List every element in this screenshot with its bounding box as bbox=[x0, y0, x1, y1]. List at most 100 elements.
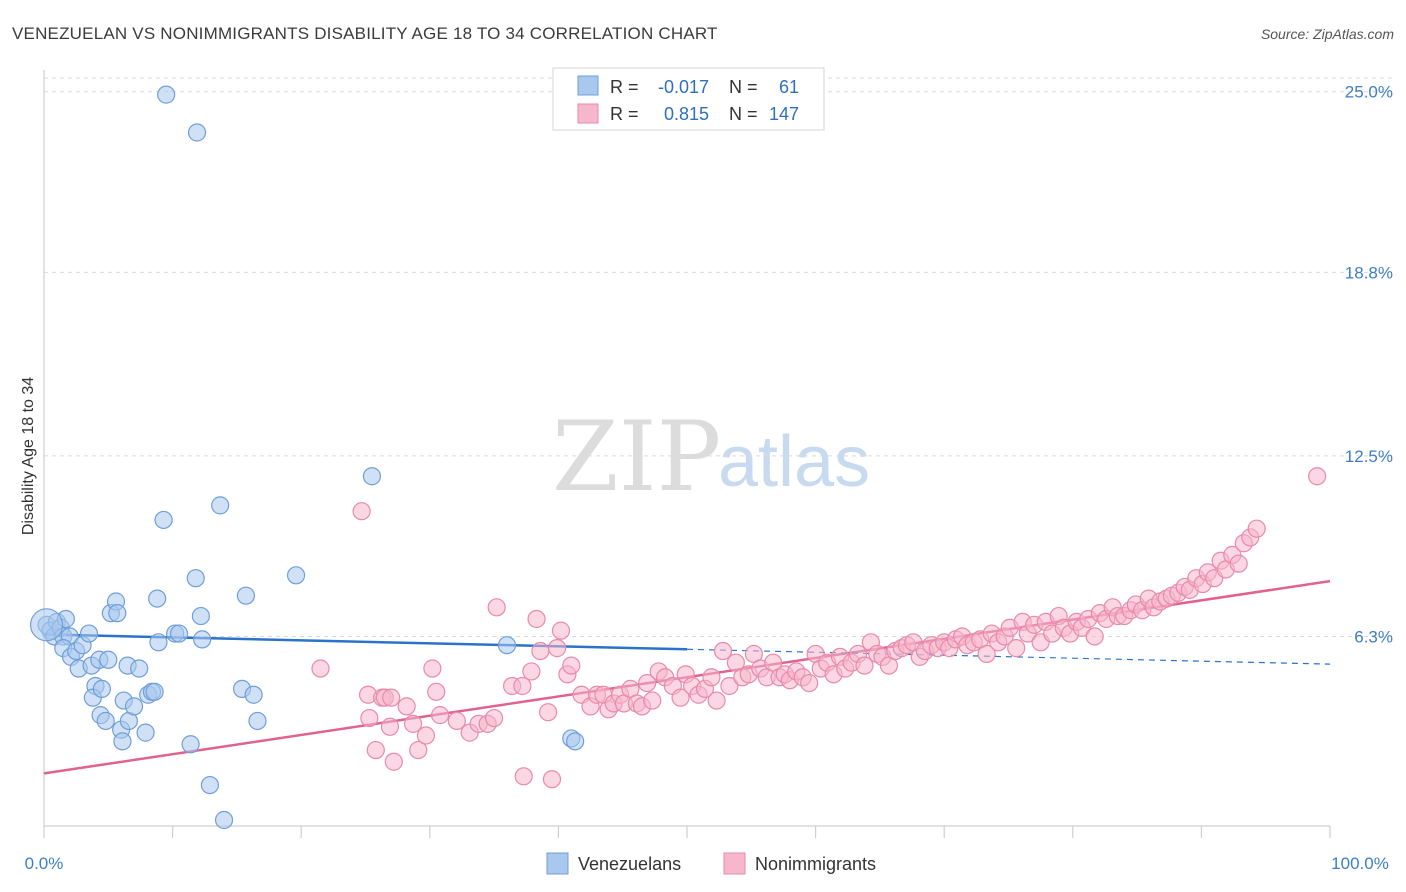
nonimmigrants-point bbox=[638, 673, 657, 693]
nonimmigrants-point bbox=[720, 676, 739, 696]
y-tick-label: 12.5% bbox=[1345, 447, 1393, 466]
venezuelans-point bbox=[497, 636, 517, 655]
nonimmigrants-point bbox=[403, 714, 423, 733]
nonimmigrants-point bbox=[430, 706, 450, 725]
y-axis-label: Disability Age 18 to 34 bbox=[20, 377, 37, 535]
series-legend: Venezuelans Nonimmigrants bbox=[546, 852, 876, 875]
nonimmigrants-point bbox=[1229, 554, 1248, 573]
venezuelans-point bbox=[124, 697, 144, 716]
venezuelans-trend-extension bbox=[686, 648, 1331, 665]
nonimmigrants-point bbox=[311, 659, 330, 678]
venezuelans-point bbox=[96, 711, 115, 731]
y-tick-label: 6.3% bbox=[1354, 627, 1393, 646]
series-legend-swatch-venezuelans bbox=[546, 852, 569, 875]
nonimmigrants-point bbox=[548, 639, 567, 658]
correlation-legend: R = -0.017 N = 61 R = 0.815 N = 147 bbox=[552, 67, 825, 131]
venezuelans-point bbox=[244, 685, 263, 704]
legend-n-label-1: N = bbox=[729, 77, 758, 97]
venezuelans-point bbox=[145, 682, 164, 701]
nonimmigrants-point bbox=[514, 767, 533, 786]
venezuelans-point bbox=[191, 606, 210, 626]
venezuelans-point bbox=[248, 711, 267, 731]
legend-r-value-1: -0.017 bbox=[658, 77, 709, 97]
venezuelans-point bbox=[29, 608, 64, 642]
venezuelans-point bbox=[362, 467, 382, 486]
venezuelans-point bbox=[149, 633, 168, 652]
x-tick-label-min: 0.0% bbox=[25, 854, 64, 873]
watermark: ZIP atlas bbox=[552, 401, 870, 513]
nonimmigrants-point bbox=[380, 717, 400, 736]
venezuelans-point bbox=[200, 775, 219, 795]
venezuelans-point bbox=[92, 679, 111, 699]
nonimmigrants-point bbox=[977, 644, 996, 664]
nonimmigrants-points bbox=[311, 467, 1327, 789]
nonimmigrants-point bbox=[487, 598, 506, 617]
nonimmigrants-point bbox=[360, 708, 379, 728]
nonimmigrants-point bbox=[855, 656, 874, 675]
nonimmigrants-point bbox=[562, 656, 581, 675]
nonimmigrants-point bbox=[427, 682, 446, 701]
venezuelans-points bbox=[29, 85, 585, 830]
nonimmigrants-point bbox=[713, 641, 733, 661]
series-legend-swatch-nonimmigrants bbox=[723, 852, 746, 875]
venezuelans-point bbox=[286, 566, 306, 585]
legend-r-label-1: R = bbox=[610, 77, 639, 97]
nonimmigrants-point bbox=[352, 502, 371, 521]
venezuelans-point bbox=[130, 659, 149, 678]
x-tick-label-max: 100.0% bbox=[1331, 854, 1389, 873]
nonimmigrants-point bbox=[531, 641, 550, 661]
venezuelans-point bbox=[193, 630, 212, 649]
venezuelans-point bbox=[113, 732, 132, 751]
nonimmigrants-point bbox=[513, 676, 532, 696]
nonimmigrants-point bbox=[539, 703, 558, 722]
nonimmigrants-point bbox=[671, 688, 690, 707]
legend-n-value-2: 147 bbox=[769, 104, 799, 124]
nonimmigrants-point bbox=[1007, 639, 1026, 658]
venezuelans-point bbox=[236, 586, 256, 605]
venezuelans-point bbox=[99, 650, 118, 669]
venezuelans-point bbox=[169, 624, 189, 643]
watermark-atlas: atlas bbox=[718, 422, 870, 502]
legend-swatch-venezuelans bbox=[577, 75, 599, 96]
nonimmigrants-point bbox=[702, 668, 721, 687]
nonimmigrants-point bbox=[1085, 627, 1104, 646]
nonimmigrants-point bbox=[366, 740, 385, 760]
chart-source: Source: ZipAtlas.com bbox=[1261, 26, 1394, 42]
venezuelans-point bbox=[211, 496, 230, 515]
nonimmigrants-point bbox=[707, 691, 726, 710]
venezuelans-point bbox=[181, 735, 200, 754]
nonimmigrants-point bbox=[527, 609, 546, 629]
y-tick-labels: 6.3% 12.5% 18.8% 25.0% bbox=[1345, 83, 1393, 647]
legend-n-label-2: N = bbox=[729, 104, 758, 124]
venezuelans-point bbox=[136, 723, 155, 742]
nonimmigrants-point bbox=[409, 740, 428, 760]
chart-title: VENEZUELAN VS NONIMMIGRANTS DISABILITY A… bbox=[12, 24, 718, 43]
nonimmigrants-point bbox=[1308, 467, 1327, 486]
venezuelans-point bbox=[187, 123, 207, 142]
nonimmigrants-point bbox=[522, 662, 541, 681]
nonimmigrants-point bbox=[382, 688, 401, 707]
plot-grid bbox=[44, 77, 1394, 637]
venezuelans-point bbox=[214, 810, 234, 830]
venezuelans-point bbox=[148, 589, 167, 608]
series-legend-label-venezuelans: Venezuelans bbox=[578, 854, 681, 874]
legend-swatch-nonimmigrants bbox=[577, 103, 599, 124]
nonimmigrants-point bbox=[1247, 519, 1266, 538]
nonimmigrants-point bbox=[485, 708, 504, 728]
legend-n-value-1: 61 bbox=[779, 77, 799, 97]
nonimmigrants-point bbox=[551, 621, 571, 640]
venezuelans-point bbox=[157, 85, 176, 104]
nonimmigrants-point bbox=[542, 770, 562, 789]
y-tick-label: 25.0% bbox=[1345, 83, 1393, 102]
venezuelans-point bbox=[186, 569, 205, 588]
series-legend-label-nonimmigrants: Nonimmigrants bbox=[755, 854, 876, 874]
nonimmigrants-point bbox=[423, 659, 442, 678]
venezuelans-point bbox=[566, 732, 585, 751]
legend-r-value-2: 0.815 bbox=[664, 104, 709, 124]
y-tick-label: 18.8% bbox=[1345, 263, 1393, 282]
nonimmigrants-point bbox=[800, 673, 819, 693]
nonimmigrants-point bbox=[447, 711, 466, 731]
x-axis-ticks bbox=[43, 826, 1331, 838]
watermark-zip: ZIP bbox=[552, 401, 721, 513]
